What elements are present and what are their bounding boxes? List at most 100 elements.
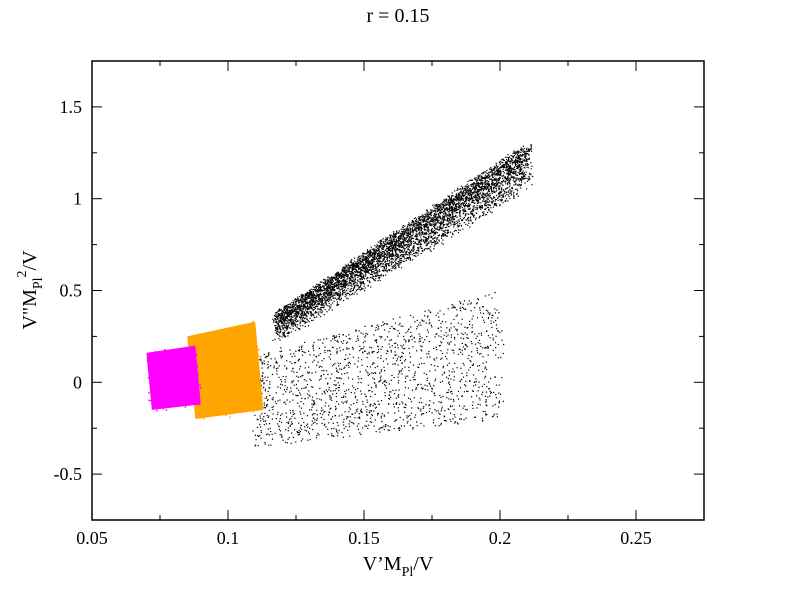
scatter-point <box>467 206 469 208</box>
scatter-point <box>425 215 428 217</box>
scatter-point <box>354 273 356 276</box>
scatter-point <box>404 237 406 239</box>
scatter-point <box>513 161 515 163</box>
scatter-point <box>390 247 392 250</box>
scatter-point <box>393 240 395 242</box>
scatter-point <box>488 174 490 176</box>
scatter-point <box>361 287 363 289</box>
scatter-point <box>488 201 490 203</box>
scatter-point <box>498 193 500 195</box>
scatter-point <box>364 271 366 273</box>
scatter-point <box>528 149 530 152</box>
scatter-point <box>490 168 493 170</box>
scatter-point <box>364 290 366 292</box>
scatter-point <box>428 213 431 215</box>
scatter-point <box>444 202 446 204</box>
scatter-point <box>402 251 404 253</box>
scatter-point <box>320 304 322 306</box>
scatter-point <box>402 231 404 233</box>
scatter-point <box>420 226 423 228</box>
scatter-point <box>285 311 287 314</box>
scatter-point <box>319 289 321 292</box>
scatter-point <box>513 184 515 186</box>
scatter-point <box>437 213 440 215</box>
scatter-point <box>490 187 492 190</box>
scatter-point <box>371 262 374 264</box>
scatter-point <box>330 299 332 301</box>
scatter-point <box>301 320 303 322</box>
scatter-point <box>449 222 451 224</box>
scatter-point <box>301 298 303 300</box>
scatter-point <box>423 228 425 230</box>
scatter-point <box>483 200 485 202</box>
scatter-point <box>282 310 284 312</box>
scatter-point <box>487 175 489 177</box>
scatter-point <box>472 201 474 203</box>
scatter-point <box>493 182 495 185</box>
scatter-point <box>284 309 286 311</box>
scatter-point <box>313 316 315 318</box>
scatter-point <box>287 311 289 313</box>
scatter-point <box>443 207 445 209</box>
scatter-point <box>309 303 311 305</box>
scatter-point <box>366 250 369 252</box>
scatter-point <box>515 179 517 181</box>
scatter-point <box>411 235 414 237</box>
scatter-point <box>516 193 518 196</box>
scatter-point <box>307 307 309 310</box>
scatter-point <box>473 199 475 202</box>
scatter-point <box>490 207 492 209</box>
scatter-point <box>469 203 471 205</box>
scatter-point <box>305 302 308 304</box>
scatter-point <box>391 238 393 240</box>
scatter-point <box>442 215 444 217</box>
scatter-point <box>388 262 390 264</box>
scatter-point <box>277 312 280 315</box>
scatter-point <box>338 297 341 299</box>
scatter-point <box>480 188 482 191</box>
scatter-point <box>300 304 302 306</box>
scatter-point <box>296 312 298 315</box>
scatter-point <box>286 306 288 308</box>
scatter-point <box>417 246 419 249</box>
scatter-point <box>290 320 292 322</box>
scatter-point <box>344 285 346 287</box>
scatter-point <box>330 289 332 291</box>
scatter-point <box>376 271 378 273</box>
scatter-point <box>491 182 493 185</box>
scatter-point <box>466 186 468 188</box>
scatter-point <box>526 151 528 153</box>
scatter-point <box>466 183 468 185</box>
scatter-point <box>359 273 362 275</box>
scatter-point <box>424 239 426 241</box>
scatter-point <box>444 215 446 217</box>
scatter-point <box>513 172 516 175</box>
scatter-point <box>517 167 520 169</box>
scatter-point <box>527 158 529 160</box>
scatter-point <box>432 221 434 223</box>
scatter-point <box>429 221 431 223</box>
scatter-point <box>300 313 302 315</box>
scatter-point <box>493 190 495 192</box>
scatter-point <box>521 176 523 178</box>
scatter-point <box>311 319 313 322</box>
scatter-point <box>484 178 486 180</box>
scatter-point <box>462 228 464 230</box>
scatter-point <box>312 292 315 294</box>
scatter-point <box>345 271 347 273</box>
scatter-point <box>494 179 496 181</box>
scatter-point <box>376 250 378 252</box>
scatter-point <box>301 307 304 310</box>
scatter-point <box>425 238 427 241</box>
scatter-point <box>331 276 333 278</box>
scatter-point <box>351 268 353 270</box>
scatter-point <box>299 305 301 307</box>
scatter-point <box>340 283 342 285</box>
scatter-point <box>287 312 289 314</box>
scatter-point <box>473 182 475 184</box>
scatter-point <box>364 263 366 265</box>
scatter-point <box>383 251 385 253</box>
scatter-point <box>457 224 459 226</box>
scatter-point <box>408 239 410 241</box>
scatter-point <box>283 332 285 334</box>
